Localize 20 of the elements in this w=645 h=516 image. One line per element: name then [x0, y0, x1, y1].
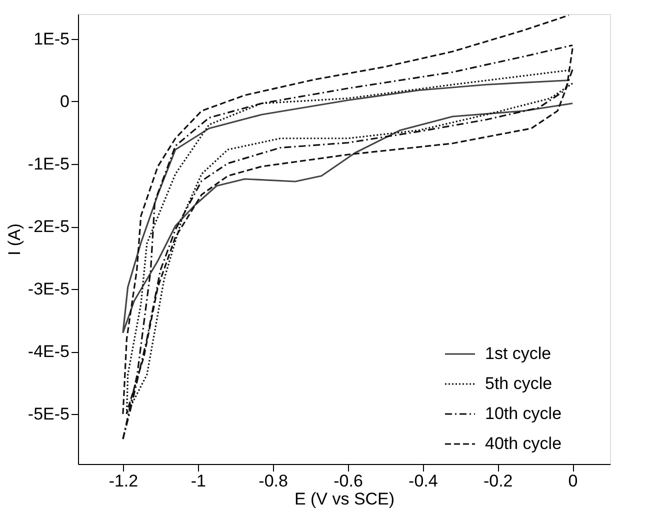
x-tick-label: -1 [190, 472, 206, 490]
x-tick-label: -1.2 [108, 472, 138, 490]
y-tick-label: 1E-5 [34, 30, 70, 48]
y-axis-title: I (A) [4, 223, 24, 256]
y-tick-label: -5E-5 [28, 404, 70, 424]
y-tick-label: -3E-5 [28, 280, 70, 298]
x-tick-label: -0.8 [258, 472, 288, 490]
x-tick-label: -0.4 [408, 472, 438, 490]
x-axis-title: E (V vs SCE) [294, 490, 395, 508]
y-tick-label: -1E-5 [28, 154, 70, 174]
y-tick-label: -2E-5 [28, 217, 70, 236]
legend-label: 40th cycle [485, 434, 562, 453]
legend-label: 5th cycle [485, 374, 552, 393]
legend-label: 10th cycle [485, 404, 562, 423]
x-tick-label: 0 [568, 472, 578, 490]
legend-label: 1st cycle [485, 344, 552, 363]
y-tick-label: 0 [60, 92, 70, 111]
x-tick-label: -0.6 [334, 472, 363, 490]
x-tick-label: -0.2 [483, 472, 513, 490]
y-tick-label: -4E-5 [28, 342, 70, 361]
